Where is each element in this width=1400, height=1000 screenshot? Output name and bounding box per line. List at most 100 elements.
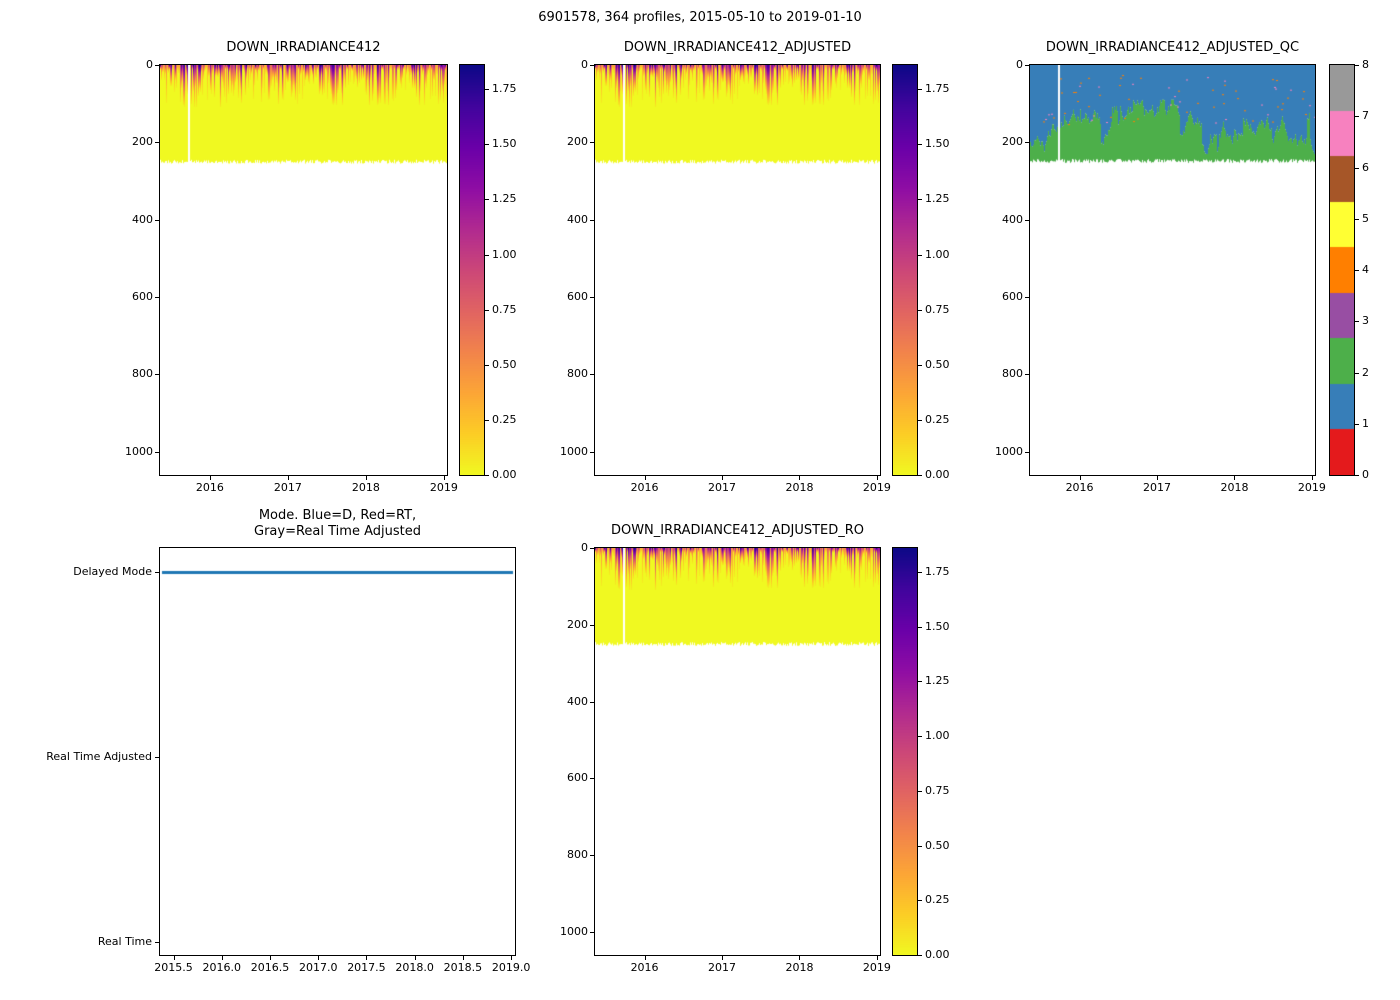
y-tick-label: 0 bbox=[581, 541, 588, 554]
tick-mark bbox=[799, 956, 800, 960]
y-category-label: Real Time bbox=[97, 934, 152, 948]
tick-mark bbox=[1157, 476, 1158, 480]
tick-mark bbox=[415, 956, 416, 960]
tick-mark bbox=[590, 297, 594, 298]
tick-mark bbox=[918, 955, 922, 956]
heatmap-canvas-down-irradiance412-adjusted-qc bbox=[1030, 65, 1315, 475]
tick-mark bbox=[155, 942, 159, 943]
x-tick-label: 2017 bbox=[708, 961, 736, 974]
y-tick-label: 400 bbox=[567, 694, 588, 708]
colorbar-tick-label: 5 bbox=[1362, 211, 1369, 225]
tick-mark bbox=[210, 476, 211, 480]
tick-mark bbox=[1025, 142, 1029, 143]
tick-mark bbox=[485, 475, 489, 476]
colorbar-tick-label: 1.50 bbox=[492, 137, 517, 151]
tick-mark bbox=[485, 199, 489, 200]
colorbar-canvas-down-irradiance412 bbox=[460, 65, 484, 475]
x-tick-label: 2017 bbox=[1143, 481, 1171, 494]
tick-mark bbox=[366, 956, 367, 960]
heatmap-canvas-down-irradiance412 bbox=[160, 65, 447, 475]
y-tick-label: 400 bbox=[132, 212, 153, 226]
tick-mark bbox=[485, 420, 489, 421]
panel-title-down-irradiance412: DOWN_IRRADIANCE412 bbox=[226, 40, 381, 55]
tick-mark bbox=[590, 932, 594, 933]
x-tick-label: 2016.0 bbox=[202, 961, 241, 974]
x-tick-label: 2016.5 bbox=[250, 961, 290, 974]
panel-title-down-irradiance412-adjusted-qc: DOWN_IRRADIANCE412_ADJUSTED_QC bbox=[1045, 40, 1300, 55]
tick-mark bbox=[590, 855, 594, 856]
tick-mark bbox=[590, 702, 594, 703]
colorbar-qc-flags bbox=[1329, 64, 1355, 476]
tick-mark bbox=[877, 956, 878, 960]
colorbar-tick-label: 0.75 bbox=[925, 302, 950, 316]
tick-mark bbox=[366, 476, 367, 480]
y-tick-label: 400 bbox=[1002, 212, 1023, 226]
tick-mark bbox=[1025, 452, 1029, 453]
colorbar-tick-label: 0.75 bbox=[925, 783, 950, 797]
colorbar-tick-label: 0.50 bbox=[925, 357, 950, 371]
colorbar-tick-label: 0 bbox=[1362, 468, 1369, 481]
colorbar-tick-label: 0.00 bbox=[925, 948, 950, 961]
heatmap-canvas-down-irradiance412-adjusted bbox=[595, 65, 880, 475]
tick-mark bbox=[155, 572, 159, 573]
colorbar-tick-label: 1.25 bbox=[925, 674, 950, 688]
colorbar-tick-label: 1.25 bbox=[492, 192, 517, 206]
tick-mark bbox=[918, 310, 922, 311]
x-tick-label: 2019 bbox=[862, 961, 891, 974]
x-tick-label: 2019 bbox=[429, 481, 458, 494]
colorbar-tick-label: 1.75 bbox=[925, 82, 950, 96]
tick-mark bbox=[918, 144, 922, 145]
y-tick-label: 0 bbox=[146, 58, 153, 71]
colorbar-tick-label: 7 bbox=[1362, 109, 1369, 123]
heatmap-down-irradiance412-adjusted-qc bbox=[1029, 64, 1316, 476]
y-tick-label: 1000 bbox=[125, 444, 153, 458]
tick-mark bbox=[155, 65, 159, 66]
tick-mark bbox=[463, 956, 464, 960]
tick-mark bbox=[918, 846, 922, 847]
y-tick-label: 600 bbox=[1002, 290, 1023, 304]
panel-title-mode: Mode. Blue=D, Red=RT, Gray=Real Time Adj… bbox=[254, 508, 421, 539]
tick-mark bbox=[1025, 220, 1029, 221]
colorbar-down-irradiance412 bbox=[459, 64, 485, 476]
colorbar-tick-label: 0.00 bbox=[925, 468, 950, 481]
mode-line-canvas bbox=[160, 548, 515, 955]
y-tick-label: 1000 bbox=[560, 444, 588, 458]
colorbar-tick-label: 0.50 bbox=[492, 357, 517, 371]
heatmap-down-irradiance412 bbox=[159, 64, 448, 476]
colorbar-tick-label: 6 bbox=[1362, 160, 1369, 174]
tick-mark bbox=[1355, 168, 1359, 169]
tick-mark bbox=[485, 144, 489, 145]
colorbar-tick-label: 1.00 bbox=[492, 247, 517, 261]
colorbar-canvas-down-irradiance412-adjusted bbox=[893, 65, 917, 475]
x-tick-label: 2018.0 bbox=[395, 961, 434, 974]
colorbar-tick-label: 4 bbox=[1362, 263, 1369, 276]
y-tick-label: 800 bbox=[567, 848, 588, 862]
mode-line-plot bbox=[159, 547, 516, 956]
x-tick-label: 2017.0 bbox=[298, 961, 338, 974]
tick-mark bbox=[877, 476, 878, 480]
tick-mark bbox=[155, 452, 159, 453]
y-tick-label: 400 bbox=[567, 212, 588, 226]
colorbar-tick-label: 0.25 bbox=[925, 893, 950, 907]
colorbar-tick-label: 1.50 bbox=[925, 619, 950, 633]
colorbar-canvas-down-irradiance412-adjusted-ro bbox=[893, 548, 917, 955]
colorbar-tick-label: 0.75 bbox=[492, 302, 517, 316]
colorbar-tick-label: 0.00 bbox=[492, 468, 517, 481]
x-tick-label: 2019 bbox=[862, 481, 891, 494]
tick-mark bbox=[918, 900, 922, 901]
tick-mark bbox=[918, 681, 922, 682]
y-tick-label: 200 bbox=[567, 135, 588, 149]
colorbar-tick-label: 1.75 bbox=[925, 565, 950, 579]
tick-mark bbox=[1355, 373, 1359, 374]
tick-mark bbox=[1234, 476, 1235, 480]
tick-mark bbox=[222, 956, 223, 960]
tick-mark bbox=[645, 476, 646, 480]
tick-mark bbox=[485, 255, 489, 256]
tick-mark bbox=[270, 956, 271, 960]
y-tick-label: 200 bbox=[567, 617, 588, 631]
x-tick-label: 2019.0 bbox=[491, 961, 531, 974]
tick-mark bbox=[918, 420, 922, 421]
tick-mark bbox=[485, 365, 489, 366]
panel-title-down-irradiance412-adjusted: DOWN_IRRADIANCE412_ADJUSTED bbox=[623, 40, 852, 55]
tick-mark bbox=[590, 142, 594, 143]
